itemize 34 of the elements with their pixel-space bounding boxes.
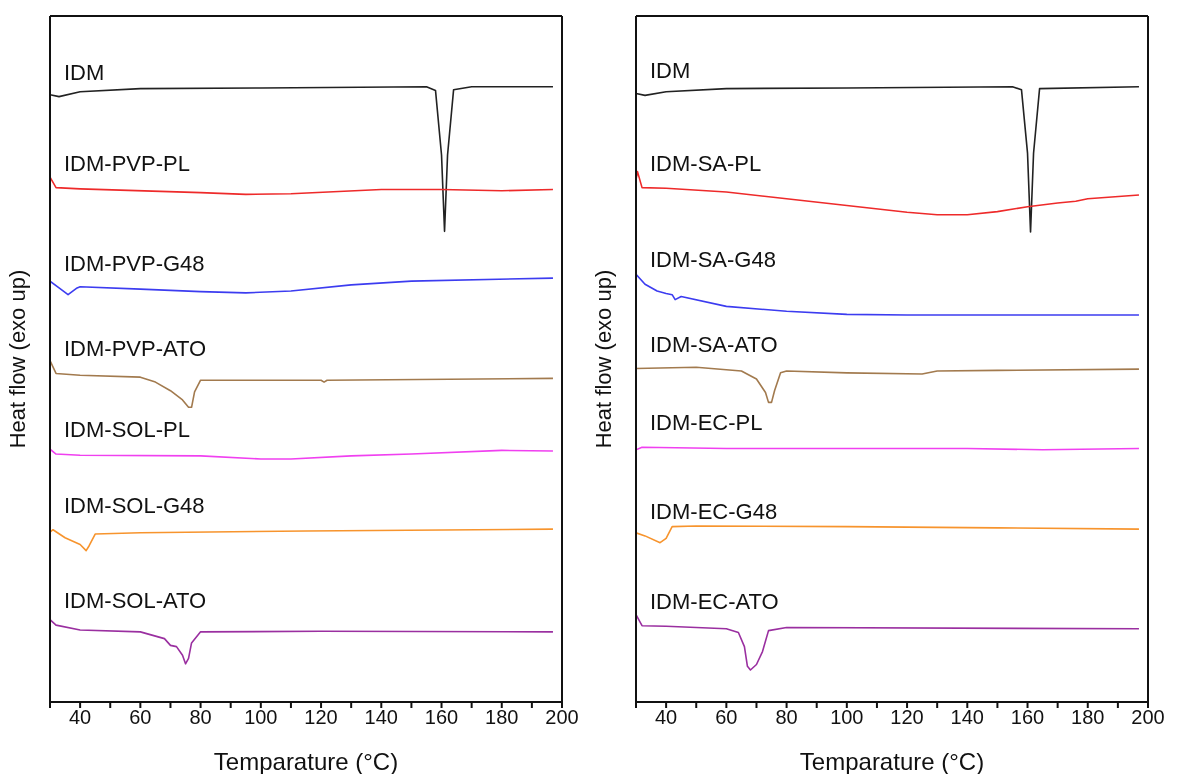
- series-label: IDM: [64, 59, 105, 85]
- series-label: IDM-SA-G48: [650, 247, 776, 273]
- x-tick-label: 160: [424, 706, 459, 729]
- x-tick-label: 80: [189, 706, 212, 729]
- x-tick-label: 180: [1071, 706, 1105, 729]
- x-tick-label: 200: [1131, 706, 1165, 729]
- y-axis-title: Heat flow (exo up): [590, 269, 616, 449]
- series-label: IDM-SOL-G48: [64, 492, 205, 518]
- series-label: IDM-EC-G48: [650, 498, 778, 524]
- x-tick-label: 100: [830, 706, 864, 729]
- series-label: IDM-PVP-ATO: [64, 336, 207, 362]
- x-tick-label: 200: [545, 706, 579, 729]
- x-tick-label: 100: [244, 706, 278, 729]
- series-label: IDM-SOL-ATO: [64, 588, 207, 614]
- x-tick-label: 140: [950, 706, 984, 729]
- x-tick-label: 160: [1010, 706, 1045, 729]
- series-label: IDM-PVP-G48: [64, 250, 205, 276]
- x-tick-label: 180: [485, 706, 519, 729]
- x-tick-label: 140: [364, 706, 398, 729]
- series-label: IDM-EC-PL: [650, 410, 763, 436]
- x-tick-label: 40: [654, 706, 678, 729]
- x-tick-label: 40: [68, 706, 92, 729]
- series-label: IDM-SOL-PL: [64, 417, 190, 443]
- series-label: IDM: [650, 58, 691, 84]
- series-label: IDM-SA-ATO: [650, 331, 778, 357]
- x-tick-label: 120: [890, 706, 924, 729]
- series-label: IDM-EC-ATO: [650, 588, 779, 614]
- x-tick-label: 60: [715, 706, 738, 729]
- x-tick-label: 80: [775, 706, 798, 729]
- x-tick-label: 60: [129, 706, 152, 729]
- x-tick-label: 120: [304, 706, 338, 729]
- y-axis-title: Heat flow (exo up): [4, 269, 30, 449]
- series-label: IDM-PVP-PL: [64, 150, 190, 176]
- series-label: IDM-SA-PL: [650, 150, 762, 176]
